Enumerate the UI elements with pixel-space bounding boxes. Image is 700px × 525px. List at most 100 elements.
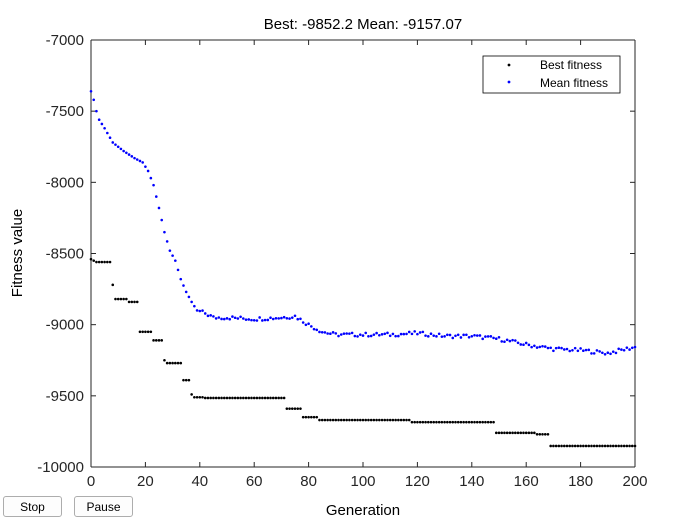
mean-fitness-point — [92, 98, 96, 102]
best-fitness-point — [231, 396, 234, 400]
best-fitness-point — [405, 418, 408, 422]
mean-fitness-point — [465, 333, 468, 337]
mean-fitness-point — [367, 335, 370, 338]
legend-marker-best — [507, 63, 511, 67]
mean-fitness-point — [503, 340, 506, 344]
mean-fitness-point — [592, 352, 596, 355]
best-fitness-point — [443, 420, 446, 424]
best-fitness-point — [242, 396, 245, 400]
mean-fitness-point — [584, 348, 588, 352]
mean-fitness-point — [418, 331, 422, 334]
best-fitness-point — [149, 330, 153, 334]
mean-fitness-point — [100, 122, 104, 126]
best-fitness-point — [342, 418, 346, 422]
pause-button[interactable]: Pause — [74, 496, 133, 517]
best-fitness-point — [552, 444, 555, 448]
mean-fitness-point — [160, 218, 164, 222]
best-fitness-point — [407, 418, 411, 422]
best-fitness-point — [228, 396, 232, 400]
best-fitness-point — [579, 444, 582, 448]
best-fitness-point — [271, 396, 275, 400]
best-fitness-point — [135, 300, 139, 304]
best-fitness-point — [111, 283, 115, 287]
mean-fitness-point — [315, 328, 319, 332]
axes: 0 20 40 60 80 100 120 140 160 180 200 -10000 -9500 -9… — [37, 32, 647, 490]
best-fitness-point — [171, 361, 174, 365]
best-fitness-point — [345, 418, 348, 422]
best-fitness-point — [560, 444, 563, 448]
best-fitness-point — [497, 431, 501, 435]
mean-fitness-point — [475, 334, 479, 337]
best-fitness-point — [383, 418, 387, 422]
best-fitness-point — [486, 420, 490, 424]
mean-fitness-point — [579, 347, 582, 350]
best-fitness-point — [165, 361, 169, 365]
mean-fitness-point — [326, 332, 329, 335]
mean-fitness-point — [541, 344, 544, 348]
best-fitness-point — [397, 418, 400, 422]
best-fitness-point — [258, 396, 261, 400]
best-fitness-point — [225, 396, 229, 400]
mean-fitness-point — [108, 136, 112, 140]
mean-fitness-point — [514, 339, 517, 342]
mean-fitness-point — [290, 316, 294, 319]
best-fitness-point — [380, 418, 384, 422]
best-fitness-point — [176, 361, 180, 365]
best-fitness-point — [97, 260, 101, 264]
mean-fitness-point — [193, 304, 196, 308]
mean-fitness-point — [508, 339, 512, 343]
best-fitness-point — [557, 444, 561, 448]
mean-fitness-point — [552, 349, 555, 353]
mean-fitness-point — [152, 183, 155, 187]
mean-fitness-point — [312, 327, 316, 331]
x-tick-label: 200 — [622, 473, 647, 490]
best-fitness-point — [239, 396, 242, 400]
best-fitness-point — [296, 407, 300, 410]
mean-fitness-point — [348, 332, 351, 335]
stop-button[interactable]: Stop — [3, 496, 62, 517]
mean-fitness-point — [274, 316, 278, 320]
best-fitness-point — [440, 420, 444, 424]
mean-fitness-point — [331, 331, 335, 334]
best-fitness-point — [190, 393, 193, 396]
y-tick-label: -8000 — [46, 174, 84, 191]
best-fitness-point — [573, 444, 577, 448]
best-fitness-point — [614, 444, 618, 448]
best-fitness-point — [103, 260, 106, 264]
best-fitness-point — [402, 418, 406, 422]
mean-fitness-point — [448, 333, 452, 337]
best-fitness-point — [282, 396, 286, 400]
mean-fitness-point — [413, 330, 416, 333]
best-fitness-point — [348, 418, 351, 422]
mean-fitness-point — [171, 254, 174, 257]
legend-marker-mean — [507, 80, 511, 84]
x-tick-label: 160 — [514, 473, 539, 490]
best-fitness-point — [503, 431, 506, 435]
best-fitness-point — [138, 330, 142, 334]
best-fitness-point — [511, 431, 514, 435]
mean-fitness-point — [356, 335, 359, 338]
mean-fitness-point — [554, 346, 558, 350]
mean-fitness-point — [144, 165, 147, 168]
best-fitness-point — [100, 260, 104, 264]
mean-fitness-point — [380, 333, 384, 336]
best-fitness-point — [432, 420, 436, 424]
legend-label-mean: Mean fitness — [540, 76, 608, 90]
mean-fitness-point — [103, 126, 106, 130]
mean-fitness-point — [394, 334, 397, 338]
best-fitness-point — [146, 330, 150, 334]
best-fitness-point — [538, 432, 542, 436]
mean-fitness-point — [484, 335, 487, 338]
mean-fitness-point — [538, 345, 542, 349]
mean-fitness-point — [625, 346, 629, 349]
best-fitness-point — [426, 420, 430, 424]
y-tick-label: -7500 — [46, 103, 84, 120]
x-axis-label: Generation — [326, 502, 400, 519]
best-fitness-point — [527, 431, 531, 435]
best-fitness-point — [133, 300, 136, 304]
best-fitness-point — [212, 396, 215, 400]
best-fitness-point — [301, 415, 305, 419]
best-fitness-point — [617, 444, 620, 448]
mean-fitness-point — [451, 336, 455, 340]
best-fitness-point — [399, 418, 403, 422]
